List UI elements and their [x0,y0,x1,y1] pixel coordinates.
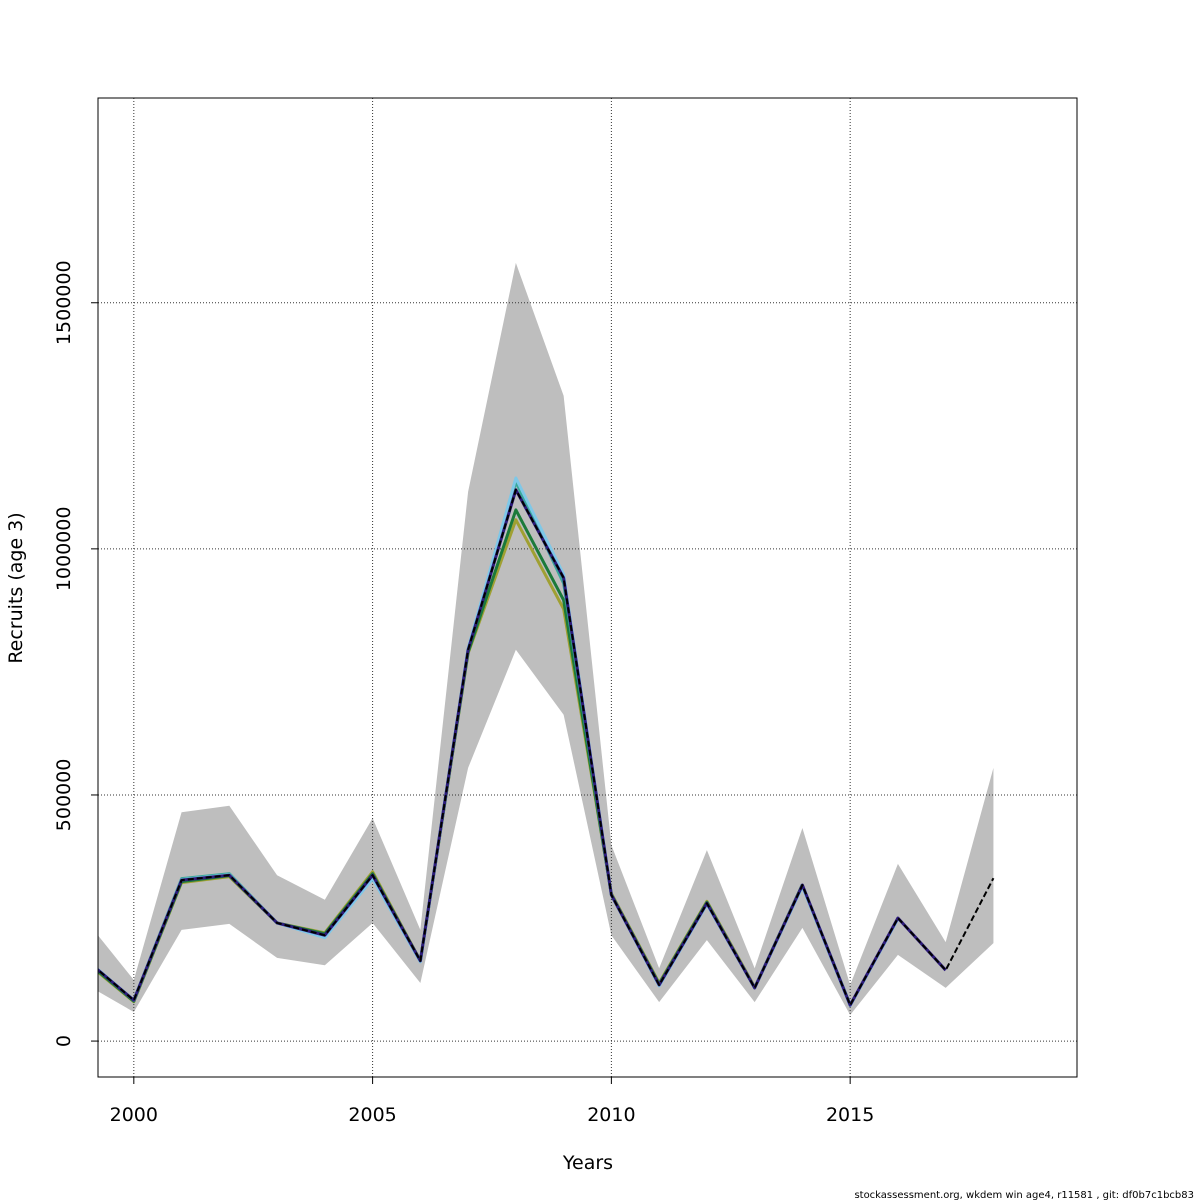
x-tick-label: 2005 [348,1104,396,1126]
x-tick-label: 2000 [110,1104,158,1126]
axis-layer: 2000 2005 2010 2015 0 500000 1000000 1500000 [53,260,874,1126]
x-axis-label: Years [562,1152,613,1174]
y-tick-label: 1000000 [53,507,75,592]
confidence-band [98,262,994,1015]
series-layer [98,476,995,1008]
x-tick-label: 2015 [826,1104,874,1126]
series-line-5 [98,488,995,1007]
series-line-0 [98,518,756,1004]
grid-layer [98,98,1077,1077]
x-tick-label: 2010 [587,1104,635,1126]
confidence-band-layer [98,262,994,1015]
y-tick-label: 0 [53,1035,75,1047]
plot-box [97,97,1078,1078]
y-tick-label: 1500000 [53,260,75,345]
y-axis-label: Recruits (age 3) [5,512,27,663]
y-tick-label: 500000 [53,759,75,832]
footer-text: stockassessment.org, wkdem win age4, r11… [854,1190,1194,1200]
